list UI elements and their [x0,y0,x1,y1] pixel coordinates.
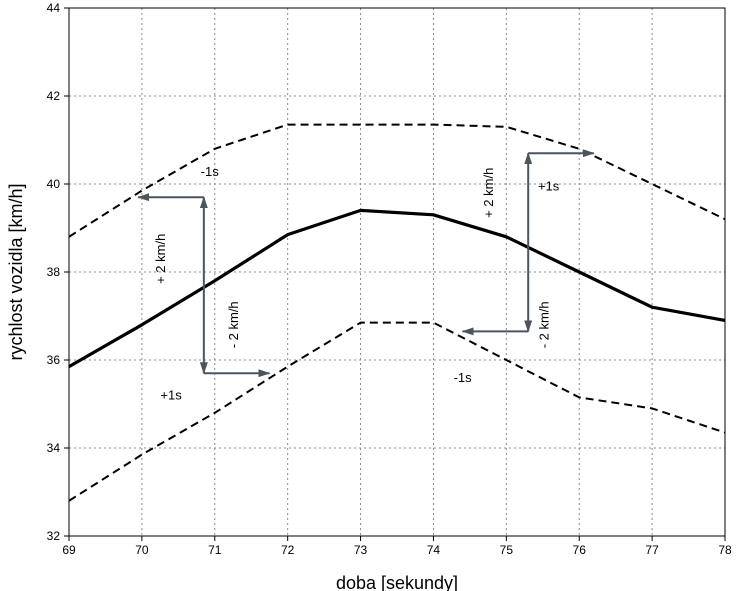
annotation-label: - 2 km/h [537,301,552,348]
solid-series-line [68,208,726,368]
x-axis-label: doba [sekundy] [336,573,458,591]
axis-ticks: 69 70 71 72 73 74 75 76 77 78 32 34 36 38 40 42 44 [47,1,732,557]
y-tick-label: 44 [47,1,61,15]
annotation-label: + 2 km/h [153,234,168,284]
dashed-series-line [68,123,726,238]
y-tick-label: 42 [47,89,61,103]
x-tick-label: 69 [62,543,76,557]
x-tick-label: 78 [718,543,732,557]
x-tick-label: 72 [281,543,295,557]
y-tick-label: 38 [47,265,61,279]
x-tick-label: 73 [354,543,368,557]
annotation-label: + 2 km/h [481,168,496,218]
y-tick-label: 40 [47,177,61,191]
annotations: -1s + 2 km/h - 2 km/h +1s + 2 km/h +1s - 2 km/… [153,164,560,403]
dashed-series-line [68,321,726,502]
data-series [68,123,726,502]
x-tick-label: 77 [645,543,659,557]
y-tick-label: 36 [47,353,61,367]
annotation-label: - 2 km/h [226,301,241,348]
y-tick-label: 32 [47,529,61,543]
annotation-label: +1s [160,388,182,403]
x-tick-label: 75 [500,543,514,557]
x-tick-label: 76 [573,543,587,557]
x-tick-label: 74 [427,543,441,557]
y-tick-label: 34 [47,441,61,455]
y-axis-label: rychlost vozidla [km/h] [6,183,26,360]
annotation-label: -1s [201,164,220,179]
x-tick-label: 71 [208,543,222,557]
x-tick-label: 70 [135,543,149,557]
annotation-label: +1s [538,179,560,194]
offset-arrows [137,149,595,378]
annotation-label: -1s [454,370,473,385]
